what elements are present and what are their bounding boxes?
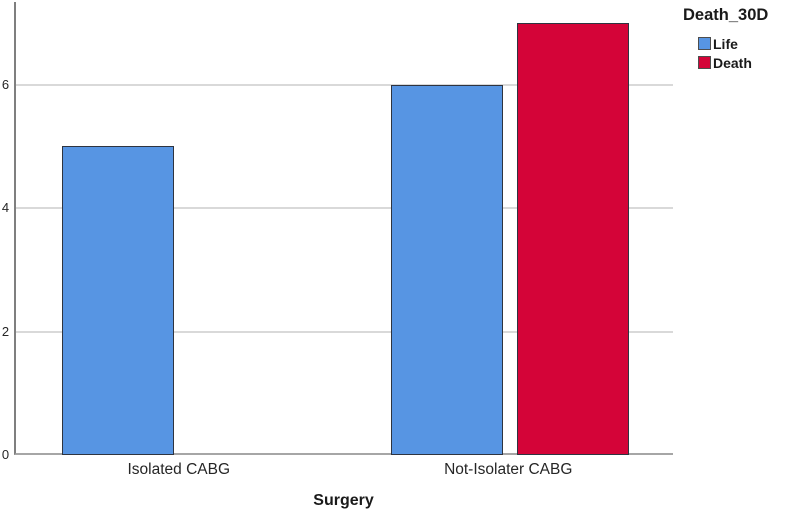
legend-item-death: Death xyxy=(698,53,768,72)
y-tick-label-0: 0 xyxy=(1,447,10,462)
gridline-y-2 xyxy=(16,330,673,333)
legend-items: Life Death xyxy=(698,34,768,72)
x-axis-title: Surgery xyxy=(313,492,374,509)
bar-life-category-2 xyxy=(391,84,504,455)
legend-label-life: Life xyxy=(713,35,738,52)
legend-item-life: Life xyxy=(698,34,768,53)
legend-title: Death_30D xyxy=(683,6,769,24)
plot-area xyxy=(14,2,673,455)
gridline-y-4 xyxy=(16,207,673,210)
legend-swatch-life xyxy=(698,37,711,50)
y-tick-label-4: 4 xyxy=(1,200,10,216)
y-tick-label-2: 2 xyxy=(1,323,10,339)
bar-life-category-1 xyxy=(61,146,174,455)
legend-swatch-death xyxy=(698,56,711,69)
legend-label-death: Death xyxy=(713,54,752,71)
bar-death-category-2 xyxy=(517,22,630,455)
y-tick-label-6: 6 xyxy=(1,76,10,92)
x-tick-label-category-1: Isolated CABG xyxy=(127,461,231,478)
x-tick-label-category-2: Not-Isolater CABG xyxy=(444,461,573,478)
legend: Death_30D Life Death xyxy=(683,6,768,72)
gridline-y-6 xyxy=(16,83,673,86)
